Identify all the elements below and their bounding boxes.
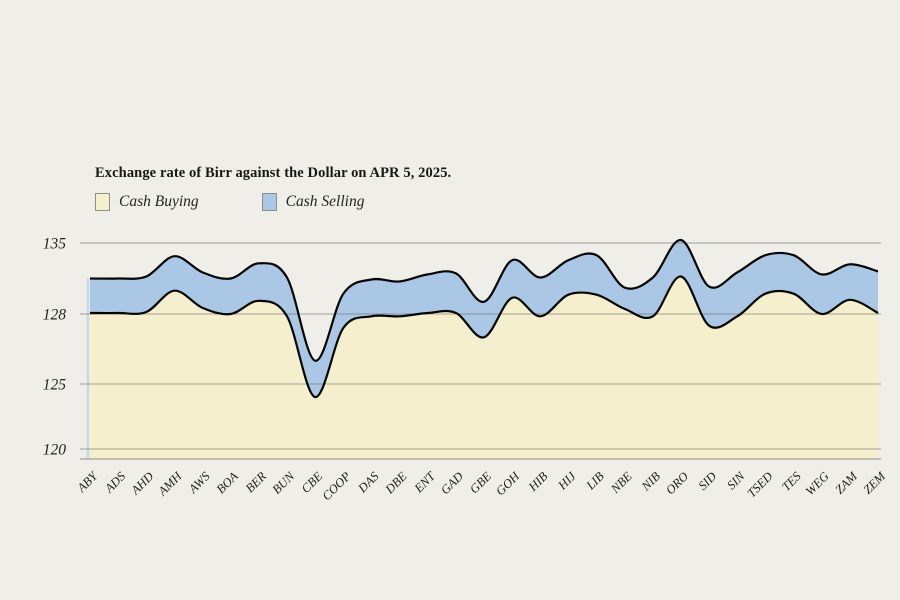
x-tick-label-GOH: GOH xyxy=(493,469,523,499)
x-tick-label-ADS: ADS xyxy=(101,469,128,496)
x-tick-label-SID: SID xyxy=(696,469,720,493)
x-tick-label-BUN: BUN xyxy=(270,469,298,497)
x-tick-label-ENT: ENT xyxy=(411,468,439,496)
x-tick-label-GAD: GAD xyxy=(438,469,466,497)
x-tick-label-AMH: AMH xyxy=(155,469,185,499)
x-tick-label-BER: BER xyxy=(243,469,269,495)
x-tick-label-AHD: AHD xyxy=(128,469,157,498)
y-tick-label-135: 135 xyxy=(43,236,67,253)
legend-item-cash-buying: Cash Buying xyxy=(95,193,199,211)
x-tick-label-COOP: COOP xyxy=(319,469,353,503)
cash-buying-area xyxy=(90,276,878,459)
x-tick-label-ABY: ABY xyxy=(74,468,102,496)
x-tick-label-DAS: DAS xyxy=(355,469,382,496)
y-tick-label-128: 128 xyxy=(43,307,67,324)
y-tick-label-125: 125 xyxy=(43,377,67,394)
x-tick-label-NIB: NIB xyxy=(638,469,663,494)
x-tick-label-TES: TES xyxy=(779,469,804,494)
chart-legend: Cash Buying Cash Selling xyxy=(95,192,364,212)
sell-area-left-edge xyxy=(86,278,90,459)
cash-buying-line xyxy=(89,275,879,399)
x-tick-label-ZEM: ZEM xyxy=(861,469,889,497)
x-tick-label-HIJ: HIJ xyxy=(555,468,580,493)
x-tick-label-NBE: NBE xyxy=(608,469,636,497)
legend-item-cash-selling: Cash Selling xyxy=(261,193,365,211)
x-tick-label-GBE: GBE xyxy=(467,469,494,496)
chart-title: Exchange rate of Birr against the Dollar… xyxy=(95,165,452,181)
legend-label-cash-selling: Cash Selling xyxy=(285,193,365,210)
x-tick-label-ORO: ORO xyxy=(663,469,691,497)
x-tick-label-ZAM: ZAM xyxy=(832,469,860,497)
x-tick-label-DBE: DBE xyxy=(382,469,410,497)
x-tick-label-BOA: BOA xyxy=(214,469,241,496)
x-tick-label-TSED: TSED xyxy=(744,469,775,500)
x-tick-label-WEG: WEG xyxy=(803,469,832,498)
legend-swatch-cash-buying xyxy=(95,193,110,211)
x-tick-label-HIB: HIB xyxy=(525,469,551,495)
x-tick-label-AWS: AWS xyxy=(185,469,213,497)
x-tick-label-LIB: LIB xyxy=(583,469,607,493)
cash-selling-line xyxy=(89,238,879,362)
legend-swatch-cash-selling xyxy=(261,193,277,211)
legend-label-cash-buying: Cash Buying xyxy=(119,193,199,210)
x-tick-label-SIN: SIN xyxy=(724,469,748,493)
y-tick-label-120: 120 xyxy=(43,442,67,459)
